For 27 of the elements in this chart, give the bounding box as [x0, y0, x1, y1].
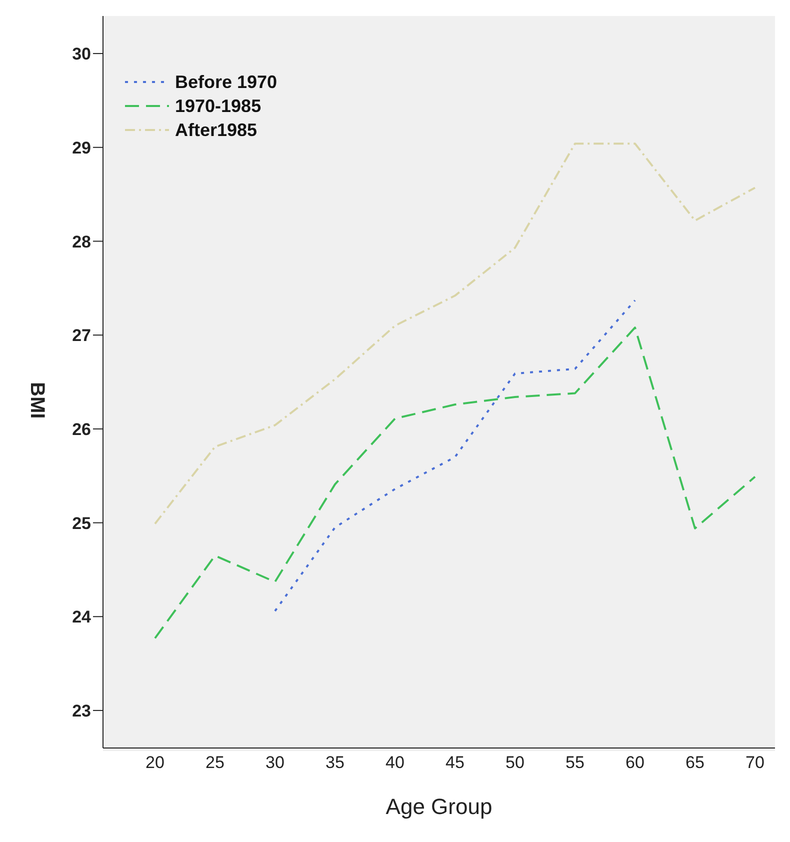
x-axis-title: Age Group [386, 794, 492, 819]
line-series [274, 299, 636, 612]
y-axis-title: BMI [26, 382, 48, 419]
y-tick-label: 27 [72, 326, 91, 346]
x-tick-label: 35 [326, 753, 344, 772]
y-tick-label: 23 [72, 701, 91, 720]
y-tick-label: 25 [72, 514, 91, 533]
x-tick-label: 50 [506, 753, 524, 772]
x-tick-label: 60 [626, 753, 644, 772]
line-series [154, 326, 756, 640]
y-tick-label: 30 [72, 44, 91, 64]
x-tick-label: 70 [746, 753, 764, 772]
x-tick-label: 45 [446, 753, 464, 772]
x-tick-label: 55 [566, 753, 584, 772]
x-tick-label: 25 [206, 753, 224, 772]
legend-label: 1970-1985 [175, 95, 262, 118]
legend-label: After1985 [175, 119, 258, 142]
x-tick-label: 30 [266, 753, 284, 772]
x-tick-label: 20 [146, 753, 164, 772]
legend-label: Before 1970 [175, 71, 278, 94]
x-tick-label: 65 [686, 753, 704, 772]
line-series [154, 142, 756, 525]
y-tick-label: 28 [72, 232, 91, 252]
x-tick-label: 40 [386, 753, 404, 772]
y-tick-label: 24 [72, 608, 92, 627]
y-tick-label: 26 [72, 420, 91, 439]
y-tick-label: 29 [72, 138, 91, 158]
